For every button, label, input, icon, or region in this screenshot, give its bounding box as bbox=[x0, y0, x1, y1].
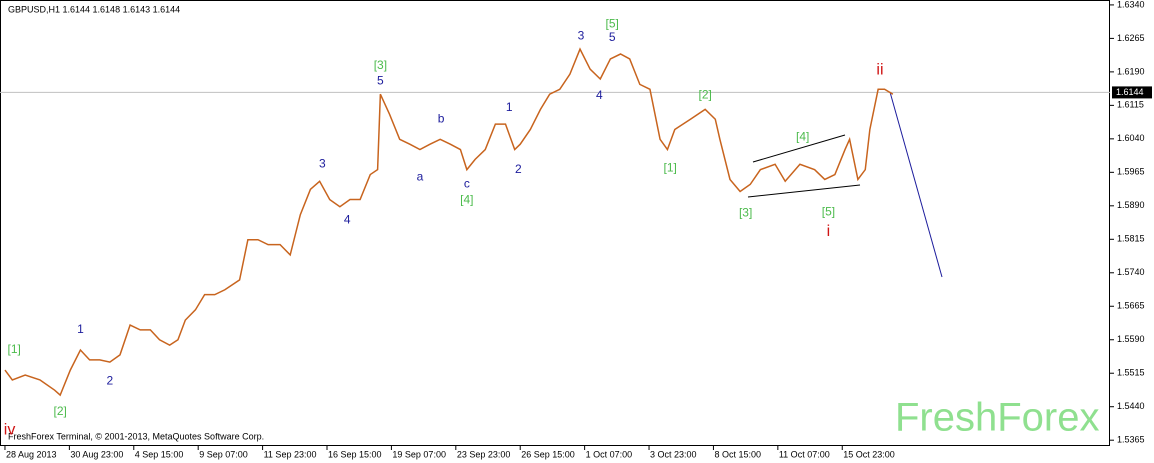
last-price-box bbox=[1112, 86, 1152, 99]
footer: FreshForex Terminal, © 2001-2013, MetaQu… bbox=[8, 431, 264, 441]
forecast-line bbox=[889, 91, 943, 278]
wave-label: 4 bbox=[596, 88, 603, 102]
channel-line bbox=[747, 184, 861, 198]
y-tick-label: 1.6340 bbox=[1117, 0, 1145, 9]
y-tick-label: 1.5965 bbox=[1117, 167, 1145, 177]
chart-title: GBPUSD,H1 1.6144 1.6148 1.6143 1.6144 bbox=[8, 4, 180, 14]
wave-label: 3 bbox=[319, 156, 326, 170]
wave-label: 4 bbox=[344, 213, 351, 227]
wave-label: [1] bbox=[7, 342, 20, 356]
x-tick-label: 1 Oct 07:00 bbox=[586, 449, 633, 459]
wave-label: 2 bbox=[515, 162, 522, 176]
wave-label: b bbox=[438, 111, 445, 125]
channel-line bbox=[752, 134, 846, 163]
last-price-label: 1.6144 bbox=[1116, 87, 1144, 97]
x-tick-label: 15 Oct 23:00 bbox=[843, 449, 895, 459]
wave-label: [3] bbox=[374, 58, 387, 72]
wave-label: 2 bbox=[107, 373, 114, 387]
watermark: FreshForex bbox=[895, 396, 1100, 440]
y-tick-label: 1.5365 bbox=[1117, 435, 1145, 445]
wave-label: [4] bbox=[796, 130, 809, 144]
x-tick-label: 9 Sep 07:00 bbox=[199, 449, 248, 459]
x-tick-label: 28 Aug 2013 bbox=[6, 449, 57, 459]
x-tick-label: 8 Oct 15:00 bbox=[714, 449, 761, 459]
wave-label: 1 bbox=[77, 322, 84, 336]
y-tick-label: 1.6115 bbox=[1117, 100, 1144, 110]
wave-label: [2] bbox=[698, 87, 711, 101]
x-tick-label: 30 Aug 23:00 bbox=[70, 449, 123, 459]
wave-label: iv bbox=[4, 422, 16, 439]
wave-label: c bbox=[464, 177, 470, 191]
wave-label: [2] bbox=[54, 404, 67, 418]
wave-label: 5 bbox=[609, 30, 616, 44]
wave-label: 1 bbox=[506, 100, 513, 114]
x-tick-label: 11 Sep 23:00 bbox=[264, 449, 317, 459]
y-tick-label: 1.5665 bbox=[1117, 301, 1145, 311]
wave-label: ii bbox=[876, 61, 883, 78]
wave-label: [5] bbox=[606, 16, 619, 30]
x-tick-label: 16 Sep 15:00 bbox=[328, 449, 382, 459]
plot-frame bbox=[0, 0, 1110, 446]
x-tick-label: 23 Sep 23:00 bbox=[457, 449, 511, 459]
wave-label: a bbox=[417, 169, 424, 183]
y-tick-label: 1.5590 bbox=[1117, 334, 1145, 344]
y-tick-label: 1.5440 bbox=[1117, 401, 1145, 411]
y-tick-label: 1.6265 bbox=[1117, 33, 1145, 43]
y-tick-label: 1.5815 bbox=[1117, 234, 1145, 244]
wave-label: [3] bbox=[739, 206, 752, 220]
y-tick-label: 1.6040 bbox=[1117, 133, 1145, 143]
x-tick-label: 19 Sep 07:00 bbox=[392, 449, 446, 459]
wave-label: [1] bbox=[664, 160, 677, 174]
price-line bbox=[4, 47, 894, 397]
y-tick-label: 1.5740 bbox=[1117, 267, 1145, 277]
wave-label: 5 bbox=[377, 73, 384, 87]
x-tick-label: 3 Oct 23:00 bbox=[650, 449, 697, 459]
wave-label: i bbox=[827, 223, 831, 240]
x-tick-label: 11 Oct 07:00 bbox=[779, 449, 830, 459]
x-tick-label: 26 Sep 15:00 bbox=[521, 449, 575, 459]
wave-label: [4] bbox=[460, 193, 473, 207]
y-tick-label: 1.5890 bbox=[1117, 200, 1145, 210]
y-tick-label: 1.5515 bbox=[1117, 368, 1145, 378]
wave-label: 3 bbox=[578, 28, 585, 42]
wave-label: [5] bbox=[822, 205, 835, 219]
y-tick-label: 1.6190 bbox=[1117, 66, 1145, 76]
x-tick-label: 4 Sep 15:00 bbox=[135, 449, 184, 459]
